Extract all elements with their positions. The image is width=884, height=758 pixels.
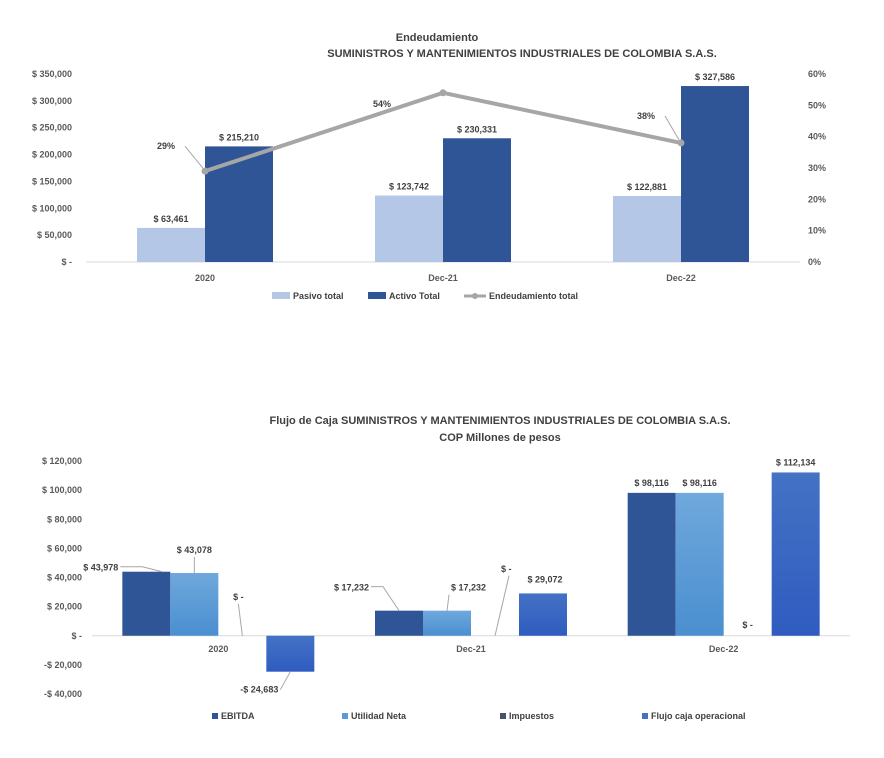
chart1-bar-pasivo — [137, 227, 205, 262]
chart2-bar-flujo-caja — [519, 593, 567, 636]
chart2-bar-utilidad-neta — [423, 610, 471, 636]
chart1-line-point — [201, 167, 209, 175]
chart2-bar-ebitda — [122, 571, 171, 636]
chart2-category-label: 2020 — [208, 644, 228, 654]
chart2-data-label: $ 29,072 — [527, 574, 562, 584]
chart1-legend-swatch-pasivo — [272, 292, 290, 299]
chart2-legend-swatch-flujo-caja — [642, 713, 648, 719]
chart2-data-label: $ 43,978 — [83, 563, 118, 573]
chart2-bar-flujo-caja — [771, 472, 820, 636]
chart1-line-point — [439, 89, 447, 97]
chart2-data-label: $ 98,116 — [682, 478, 717, 488]
chart1-y2-tick-label: 60% — [808, 69, 826, 79]
chart2-legend-label-impuestos: Impuestos — [509, 711, 554, 721]
chart1-y-tick-label: $ 150,000 — [32, 176, 72, 186]
chart2-leader-line — [279, 671, 291, 690]
chart2-data-label: $ - — [742, 620, 753, 630]
chart2-bar-flujo-caja — [266, 635, 315, 672]
chart1-category-label: 2020 — [195, 273, 215, 283]
chart1-data-label: $ 63,461 — [153, 214, 188, 224]
chart1-category-label: Dec-21 — [428, 273, 458, 283]
chart1-leader-line — [664, 115, 680, 141]
chart2-y-tick-label: $ 60,000 — [47, 543, 82, 553]
chart2-legend-label-ebitda: EBITDA — [221, 711, 255, 721]
chart2-y-tick-label: $ 80,000 — [47, 514, 82, 524]
chart1-data-label: $ 123,742 — [389, 182, 429, 192]
chart2-legend-label-utilidad-neta: Utilidad Neta — [351, 711, 407, 721]
flujo-caja-chart: Flujo de Caja SUMINISTROS Y MANTENIMIENT… — [42, 415, 850, 721]
chart1-subtitle: SUMINISTROS Y MANTENIMIENTOS INDUSTRIALE… — [327, 48, 717, 60]
chart2-bar-ebitda — [627, 492, 676, 636]
chart1-y2-tick-label: 0% — [808, 257, 821, 267]
chart2-data-label: $ - — [501, 564, 512, 574]
chart2-title: Flujo de Caja SUMINISTROS Y MANTENIMIENT… — [269, 415, 730, 427]
chart2-data-label: -$ 24,683 — [240, 685, 278, 695]
chart1-line-point — [677, 139, 685, 147]
chart1-line-label: 38% — [637, 111, 655, 121]
chart2-category-label: Dec-22 — [709, 644, 739, 654]
chart1-y2-tick-label: 20% — [808, 194, 826, 204]
chart2-legend-swatch-impuestos — [500, 713, 506, 719]
chart2-subtitle: COP Millones de pesos — [439, 432, 560, 444]
chart1-legend-label-pasivo: Pasivo total — [293, 291, 344, 301]
chart1-data-label: $ 230,331 — [457, 124, 497, 134]
chart1-data-label: $ 122,881 — [627, 182, 667, 192]
chart2-data-label: $ 17,232 — [451, 583, 486, 593]
chart1-y-tick-label: $ 200,000 — [32, 150, 72, 160]
chart1-leader-line — [184, 145, 204, 169]
chart1-y2-tick-label: 30% — [808, 163, 826, 173]
chart2-y-tick-label: $ 40,000 — [47, 573, 82, 583]
chart1-line-label: 29% — [157, 141, 175, 151]
chart1-y-tick-label: $ 250,000 — [32, 123, 72, 133]
chart1-y-tick-label: $ - — [61, 257, 72, 267]
chart1-data-label: $ 215,210 — [219, 132, 259, 142]
chart1-bar-pasivo — [375, 195, 443, 262]
chart1-legend-label-activo: Activo Total — [389, 291, 440, 301]
chart2-data-label: $ - — [233, 592, 244, 602]
chart2-bar-utilidad-neta — [675, 492, 724, 636]
chart2-legend-label-flujo-caja: Flujo caja operacional — [651, 711, 746, 721]
chart2-leader-line — [120, 566, 163, 573]
chart1-y2-tick-label: 40% — [808, 132, 826, 142]
chart1-y2-tick-label: 10% — [808, 226, 826, 236]
chart2-y-tick-label: $ 120,000 — [42, 456, 82, 466]
chart1-bar-activo — [681, 86, 749, 262]
chart1-y-tick-label: $ 350,000 — [32, 69, 72, 79]
chart1-line-label: 54% — [373, 99, 391, 109]
chart2-data-label: $ 98,116 — [634, 478, 669, 488]
chart2-leader-line — [237, 603, 243, 636]
chart1-title: Endeudamiento — [396, 32, 479, 44]
chart1-data-label: $ 327,586 — [695, 72, 735, 82]
chart2-bar-utilidad-neta — [170, 573, 219, 636]
chart2-category-label: Dec-21 — [456, 644, 486, 654]
chart1-y2-tick-label: 50% — [808, 100, 826, 110]
chart2-leader-line — [371, 586, 400, 611]
chart1-bar-pasivo — [613, 195, 681, 262]
chart2-leader-line — [494, 575, 510, 636]
chart1-legend-swatch-point — [472, 293, 478, 299]
chart2-y-tick-label: -$ 20,000 — [44, 660, 82, 670]
chart1-bar-activo — [443, 138, 511, 262]
endeudamiento-chart: Endeudamiento SUMINISTROS Y MANTENIMIENT… — [32, 32, 826, 301]
chart2-bar-ebitda — [375, 610, 423, 636]
chart1-y-tick-label: $ 100,000 — [32, 203, 72, 213]
chart2-y-tick-label: -$ 40,000 — [44, 689, 82, 699]
chart2-data-label: $ 43,078 — [177, 545, 212, 555]
chart1-bar-activo — [205, 146, 273, 262]
chart1-legend-label-line: Endeudamiento total — [489, 291, 578, 301]
chart2-legend-swatch-utilidad-neta — [342, 713, 348, 719]
chart2-leader-line — [446, 594, 450, 611]
chart2-y-tick-label: $ - — [71, 631, 82, 641]
chart2-data-label: $ 17,232 — [334, 583, 369, 593]
chart2-legend-swatch-ebitda — [212, 713, 218, 719]
chart1-y-tick-label: $ 50,000 — [37, 230, 72, 240]
chart2-y-tick-label: $ 100,000 — [42, 485, 82, 495]
chart1-category-label: Dec-22 — [666, 273, 696, 283]
chart1-legend-swatch-activo — [368, 292, 386, 299]
chart1-y-tick-label: $ 300,000 — [32, 96, 72, 106]
chart2-y-tick-label: $ 20,000 — [47, 602, 82, 612]
chart2-data-label: $ 112,134 — [776, 457, 816, 467]
